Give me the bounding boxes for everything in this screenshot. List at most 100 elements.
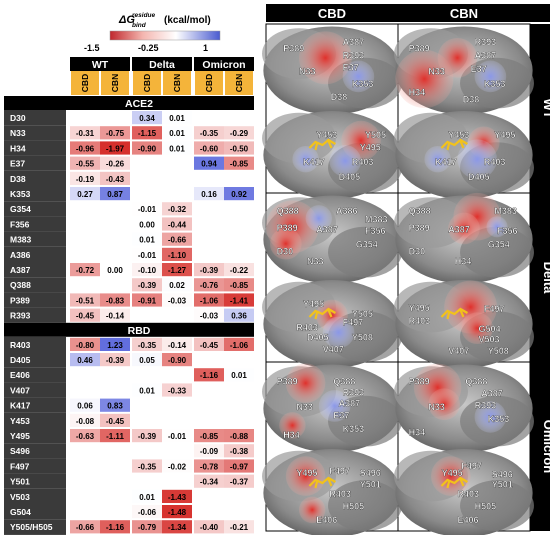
- heat-value: 0.01: [231, 371, 247, 380]
- positive-energy-region: [329, 145, 362, 177]
- colorbar-legend: ΔG residue bind (kcal/mol) -1.5 -0.25 1: [84, 12, 221, 53]
- heat-cell: [132, 429, 162, 443]
- ligand-molecule: [440, 138, 468, 151]
- heat-value: 0.36: [231, 312, 247, 321]
- residue-annotation: A386: [336, 206, 358, 216]
- heat-cell: [224, 444, 254, 458]
- heat-value: -0.22: [230, 266, 249, 275]
- heat-cell: [162, 247, 192, 261]
- heat-value: -0.96: [76, 144, 95, 153]
- heat-cell: [132, 263, 162, 277]
- ligand-header: [71, 71, 99, 95]
- heat-value: -1.41: [230, 296, 249, 305]
- heat-cell: [70, 337, 100, 351]
- ligand-label: CBN: [172, 74, 182, 92]
- residue-annotation: R393: [343, 50, 365, 60]
- structure-row-label: WT: [541, 98, 550, 118]
- residue-label: Q388: [10, 280, 31, 290]
- residue-annotation: N33: [307, 257, 324, 267]
- ligand-molecule: [308, 476, 336, 489]
- heat-cell: [224, 520, 254, 534]
- heat-cell: [162, 383, 192, 397]
- residue-annotation: G354: [356, 240, 378, 250]
- colorbar: [109, 30, 221, 41]
- heat-value: -0.29: [230, 129, 249, 138]
- positive-energy-region: [322, 316, 355, 349]
- heat-cell: [132, 202, 162, 216]
- residue-cell: [4, 352, 66, 368]
- heat-value: -1.06: [200, 296, 219, 305]
- heat-cell: [132, 111, 162, 125]
- heat-cell: [194, 156, 224, 170]
- heat-value: -0.01: [168, 432, 187, 441]
- structure-panel: Y453 Y505 Y495 K417 R403 D405: [262, 111, 402, 199]
- heat-cell: [100, 353, 130, 367]
- residue-cell: [4, 443, 66, 459]
- heat-value: 0.01: [169, 114, 185, 123]
- heat-value: -1.10: [168, 251, 187, 260]
- heat-cell: [224, 308, 254, 322]
- residue-annotation: N33: [296, 402, 313, 412]
- heat-value: -0.40: [200, 523, 219, 532]
- heat-cell: [132, 141, 162, 155]
- residue-annotation: V407: [323, 344, 344, 354]
- heat-value: -0.39: [106, 356, 125, 365]
- residue-label: S496: [10, 446, 30, 456]
- heat-value: -0.37: [230, 478, 249, 487]
- residue-annotation: F497: [461, 461, 482, 471]
- residue-annotation: F497: [329, 466, 350, 476]
- structure-column-header: [266, 4, 550, 22]
- residue-annotation: Q388: [409, 206, 431, 216]
- residue-label: E37: [10, 159, 25, 169]
- residue-annotation: E37: [343, 62, 359, 72]
- residue-annotation: A387: [481, 388, 503, 398]
- residue-label: D405: [10, 355, 31, 365]
- residue-annotation: A387: [343, 37, 365, 47]
- negative-energy-region: [428, 388, 461, 421]
- residue-annotation: Y453: [448, 130, 469, 140]
- heat-cell: [132, 459, 162, 473]
- negative-energy-region: [461, 312, 494, 345]
- heat-value: -1.16: [106, 523, 125, 532]
- heat-cell: [224, 293, 254, 307]
- legend-units: (kcal/mol): [164, 15, 211, 26]
- heat-cell: [132, 217, 162, 231]
- heat-value: -0.35: [200, 129, 219, 138]
- residue-cell: [4, 504, 66, 520]
- heat-cell: [100, 126, 130, 140]
- variant-label: Delta: [149, 59, 175, 71]
- residue-annotation: F497: [343, 317, 364, 327]
- residue-label: N33: [10, 128, 26, 138]
- residue-cell: [4, 412, 66, 428]
- legend-title: ΔG: [118, 14, 135, 26]
- residue-annotation: K353: [343, 424, 365, 434]
- ligand-header: [101, 71, 129, 95]
- residue-annotation: K353: [352, 79, 374, 89]
- residue-annotation: G354: [488, 240, 510, 250]
- heat-cell: [132, 383, 162, 397]
- heat-cell: [224, 141, 254, 155]
- residue-annotation: H34: [409, 88, 426, 98]
- heat-value: -1.11: [106, 432, 124, 441]
- heat-value: -0.33: [168, 386, 187, 395]
- heat-cell: [224, 156, 254, 170]
- heat-value: -0.78: [200, 462, 219, 471]
- heat-cell: [70, 293, 100, 307]
- heat-value: -0.63: [76, 432, 95, 441]
- positive-energy-region: [292, 146, 319, 173]
- ligand-header: [163, 71, 191, 95]
- heat-cell: [100, 263, 130, 277]
- heat-cell: [194, 444, 224, 458]
- structure-row-label: Omicron: [541, 420, 550, 474]
- heat-value: -0.14: [168, 341, 187, 350]
- positive-energy-region: [474, 60, 507, 93]
- residue-annotation: A387: [448, 224, 470, 234]
- heat-value: -0.01: [138, 251, 157, 260]
- heat-value: -0.72: [76, 266, 95, 275]
- residue-annotation: Q388: [277, 206, 299, 216]
- residue-label: K353: [10, 189, 31, 199]
- heat-cell: [194, 278, 224, 292]
- ligand-header: [133, 71, 161, 95]
